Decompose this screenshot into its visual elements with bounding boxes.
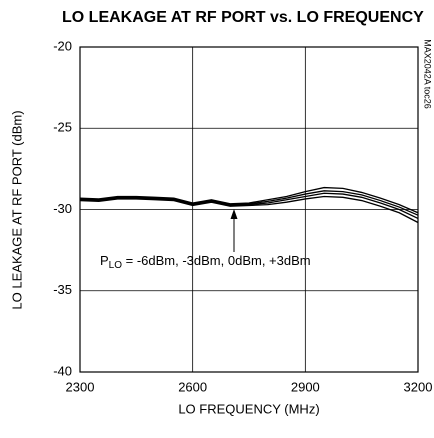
y-axis-label: LO LEAKAGE AT RF PORT (dBm) bbox=[9, 110, 24, 309]
y-tick-label: -30 bbox=[53, 201, 72, 216]
y-tick-label: -35 bbox=[53, 282, 72, 297]
annotation: PLO = -6dBm, -3dBm, 0dBm, +3dBm bbox=[100, 253, 311, 270]
annotation-subscript: LO bbox=[109, 260, 123, 271]
series-line bbox=[79, 186, 419, 214]
x-tick-label: 3200 bbox=[404, 379, 433, 394]
annotation-prefix: P bbox=[100, 253, 109, 268]
series-line bbox=[79, 195, 419, 224]
x-tick-label: 2900 bbox=[291, 379, 320, 394]
x-axis-label: LO FREQUENCY (MHz) bbox=[178, 401, 319, 416]
chart-title: LO LEAKAGE AT RF PORT vs. LO FREQUENCY bbox=[62, 9, 424, 26]
x-tick-label: 2600 bbox=[178, 379, 207, 394]
x-tick-label: 2300 bbox=[66, 379, 95, 394]
series-line bbox=[79, 192, 419, 220]
side-label: MAX2042A toc26 bbox=[423, 39, 433, 109]
annotation-text: = -6dBm, -3dBm, 0dBm, +3dBm bbox=[122, 253, 311, 268]
y-tick-label: -40 bbox=[53, 363, 72, 378]
series-line bbox=[79, 190, 419, 216]
arrow-head bbox=[230, 209, 238, 219]
y-tick-label: -25 bbox=[53, 120, 72, 135]
y-tick-label: -20 bbox=[53, 38, 72, 53]
